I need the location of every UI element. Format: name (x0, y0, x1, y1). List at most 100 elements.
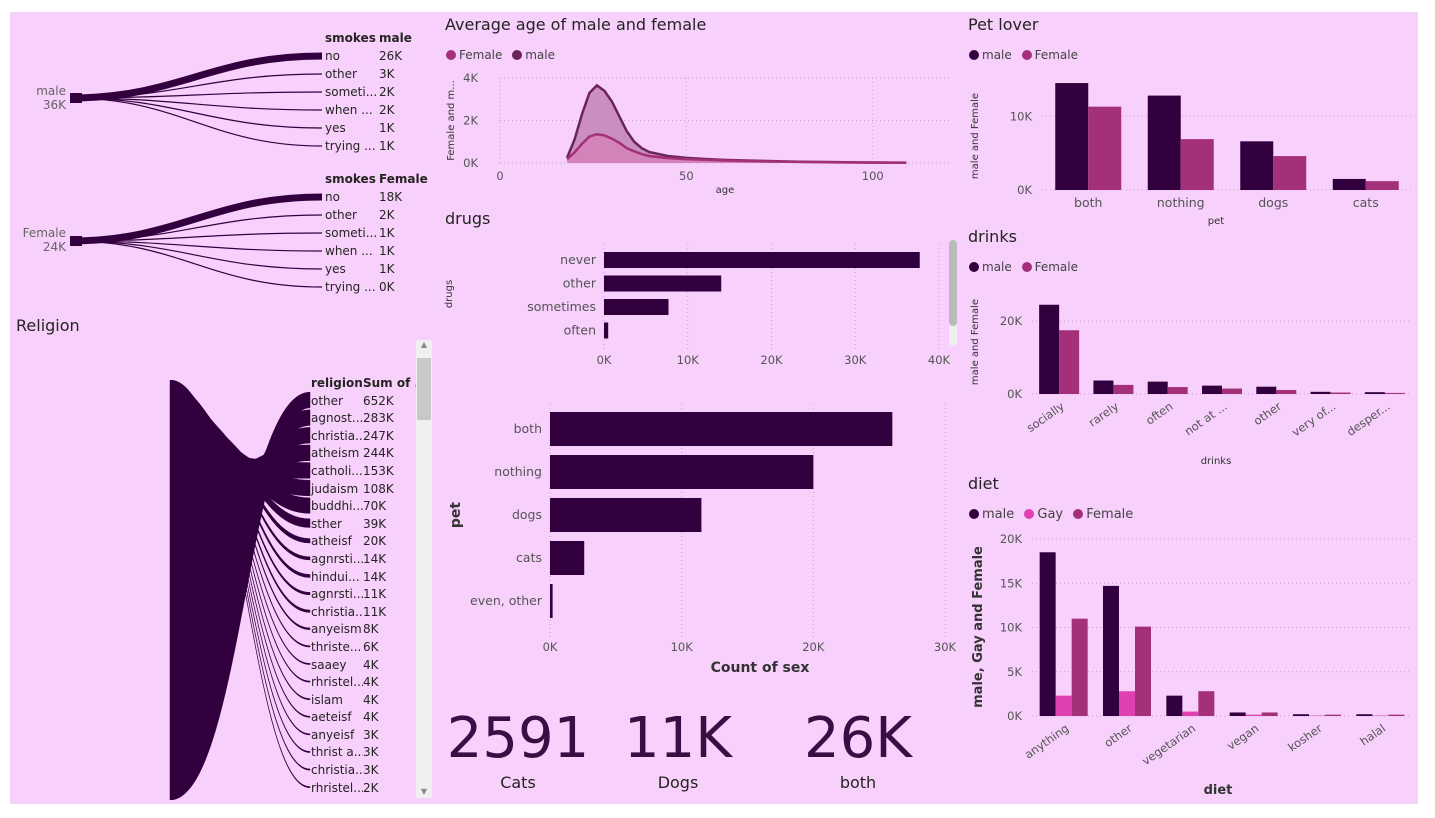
religion-row[interactable]: christia...247K (311, 429, 419, 447)
smokes-row[interactable]: other 2K (325, 208, 428, 226)
religion-row[interactable]: aeteisf 4K (311, 710, 419, 728)
religion-row[interactable]: christia...11K (311, 605, 419, 623)
petlover-bar-male (1240, 141, 1274, 190)
religion-row-label: other (311, 393, 343, 408)
religion-row[interactable]: agnost...283K (311, 411, 419, 429)
drugs-category-label: never (560, 252, 597, 267)
drugs-scrollbar[interactable] (949, 240, 957, 346)
religion-row[interactable]: christia...3K (311, 763, 419, 781)
drugs-chart-title: drugs (445, 209, 491, 228)
religion-row-label: christia... (311, 604, 363, 619)
religion-row[interactable]: catholi...153K (311, 464, 419, 482)
religion-row[interactable]: islam 4K (311, 693, 419, 711)
religion-row[interactable]: agnrsti...11K (311, 587, 419, 605)
religion-row[interactable]: anyeism8K (311, 622, 419, 640)
diet-bar-female (1071, 618, 1088, 716)
religion-row-value: 283K (363, 411, 394, 426)
smokes-node-bar (70, 236, 82, 246)
smokes-row[interactable]: when ... 2K (325, 103, 412, 121)
religion-row-value: 14K (363, 569, 387, 584)
smokes-row[interactable]: trying ... 1K (325, 139, 412, 157)
drinks-bar-female (1222, 388, 1242, 394)
scroll-down-icon[interactable]: ▼ (420, 787, 428, 796)
scroll-up-icon[interactable]: ▲ (420, 340, 428, 349)
religion-row[interactable]: sther 39K (311, 517, 419, 535)
smokes-row-value: 1K (379, 121, 395, 135)
religion-row-label: agnrsti... (311, 551, 363, 566)
religion-row[interactable]: atheism 244K (311, 446, 419, 464)
drinks-bar-chart[interactable]: 0K 20K socially rarely often not at ... other v… (962, 280, 1417, 470)
drugs-xtick: 30K (844, 353, 867, 367)
smokes-row[interactable]: no 18K (325, 190, 428, 208)
legend-male-item[interactable]: male (512, 48, 555, 62)
religion-row[interactable]: buddhi...70K (311, 499, 419, 517)
scroll-thumb[interactable] (417, 358, 431, 420)
drinks-category-label: often (1143, 399, 1175, 428)
smokes-row[interactable]: no 26K (325, 49, 412, 67)
religion-scrollbar[interactable]: ▲ ▼ (416, 340, 432, 798)
diet-bar-male (1039, 552, 1056, 716)
diet-bar-chart[interactable]: 0K 5K 10K 15K 20K anything other vegetarian vega… (962, 530, 1417, 802)
legend-female-item[interactable]: Female (1021, 260, 1078, 274)
age-area-chart[interactable]: 0K 2K 4K 0 50 100 age Female and m... (440, 68, 960, 203)
religion-row[interactable]: rhristel...4K (311, 675, 419, 693)
religion-row-label: islam (311, 692, 343, 707)
smokes-row-value: 1K (379, 262, 395, 276)
religion-row[interactable]: judaism 108K (311, 482, 419, 500)
smokes-row[interactable]: yes 1K (325, 121, 412, 139)
drugs-bar-chart[interactable]: 0K 10K 20K 30K 40K never other sometimes often dr… (440, 232, 960, 372)
female-node[interactable]: Female 24K (20, 226, 66, 254)
petlover-ytick: 10K (1010, 109, 1033, 123)
smokes-female-val-header: Female (379, 172, 428, 186)
religion-row[interactable]: rhristel...2K (311, 781, 419, 799)
smokes-row[interactable]: yes 1K (325, 262, 428, 280)
legend-male-item[interactable]: male (969, 48, 1012, 62)
religion-row[interactable]: hindui... 14K (311, 570, 419, 588)
legend-female-item[interactable]: Female (1021, 48, 1078, 62)
religion-row[interactable]: saaey 4K (311, 658, 419, 676)
petlover-bar-chart[interactable]: 0K 10K both nothing dogs cats pet male and Fema… (962, 66, 1417, 226)
petlover-bar-male (1332, 178, 1366, 190)
smokes-row[interactable]: someti... 1K (325, 226, 428, 244)
pet-bar (550, 412, 893, 446)
religion-row-label: rhristel... (311, 780, 363, 795)
religion-tree[interactable] (160, 380, 320, 800)
petlover-category-label: cats (1353, 195, 1379, 210)
religion-row-value: 652K (363, 393, 394, 408)
legend-male-item[interactable]: male (969, 507, 1014, 522)
legend-dot-icon (1021, 50, 1032, 60)
religion-ribbon (169, 383, 311, 683)
drinks-bar-male (1256, 386, 1277, 394)
drinks-xlabel: drinks (1201, 456, 1232, 467)
smokes-row[interactable]: other 3K (325, 67, 412, 85)
smokes-row[interactable]: when ... 1K (325, 244, 428, 262)
legend-dot-icon (512, 50, 523, 60)
religion-row-value: 4K (363, 675, 379, 690)
smokes-row[interactable]: someti... 2K (325, 85, 412, 103)
drugs-bar (604, 252, 920, 268)
smokes-tree-female[interactable] (69, 193, 323, 288)
pet-category-label: nothing (494, 464, 542, 479)
religion-row[interactable]: atheisf 20K (311, 534, 419, 552)
pet-count-bar-chart[interactable]: 0K 10K 20K 30K both nothing dogs cats even, othe… (440, 395, 960, 685)
religion-row[interactable]: thriste... 6K (311, 640, 419, 658)
male-node[interactable]: male 36K (20, 84, 66, 112)
religion-row-value: 2K (363, 780, 379, 795)
religion-row[interactable]: thrist a...3K (311, 745, 419, 763)
legend-male-item[interactable]: male (969, 260, 1012, 274)
smokes-tree-male[interactable] (69, 52, 323, 147)
religion-row[interactable]: agnrsti...14K (311, 552, 419, 570)
male-node-total: 36K (42, 98, 66, 112)
religion-row[interactable]: anyeisf 3K (311, 728, 419, 746)
religion-row-value: 14K (363, 551, 387, 566)
pet-category-label: both (514, 421, 542, 436)
kpi-value: 26K (804, 706, 912, 771)
smokes-row[interactable]: trying ... 0K (325, 280, 428, 298)
pet-category-label: even, other (470, 593, 543, 608)
legend-female-item[interactable]: Female (1073, 507, 1133, 522)
religion-row[interactable]: other 652K (311, 394, 419, 412)
legend-female-item[interactable]: Female (446, 48, 502, 62)
legend-gay-item[interactable]: Gay (1024, 507, 1063, 522)
drugs-scroll-thumb[interactable] (949, 240, 957, 326)
religion-row-label: christia... (311, 428, 363, 443)
